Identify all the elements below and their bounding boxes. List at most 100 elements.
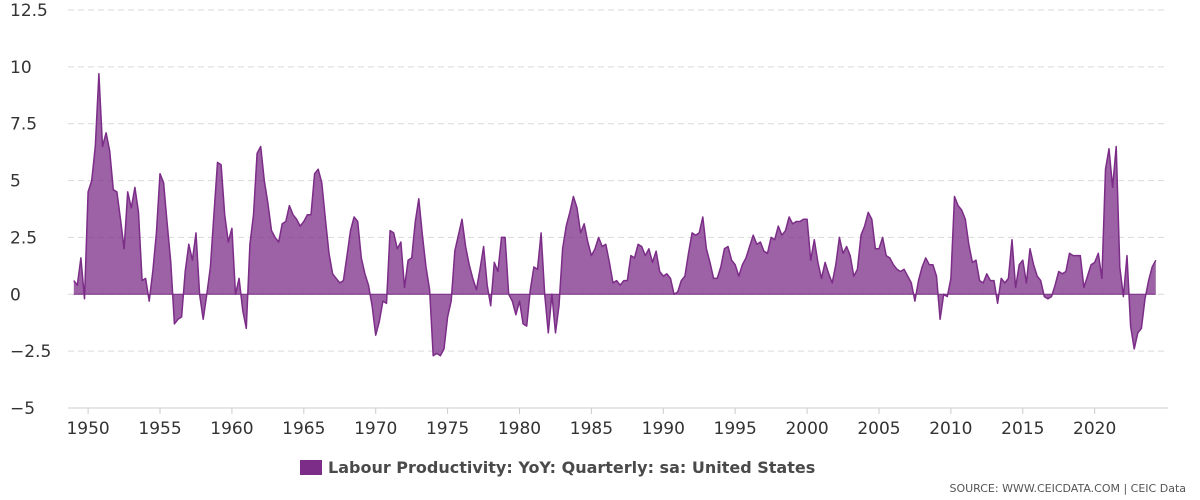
data-point bbox=[860, 235, 861, 236]
data-point bbox=[296, 219, 297, 220]
data-point bbox=[864, 226, 865, 227]
legend: Labour Productivity: YoY: Quarterly: sa:… bbox=[300, 458, 815, 477]
data-point bbox=[508, 294, 509, 295]
data-point bbox=[505, 237, 506, 238]
data-point bbox=[339, 282, 340, 283]
data-point bbox=[461, 219, 462, 220]
data-point bbox=[400, 241, 401, 242]
x-tick-label: 1990 bbox=[642, 419, 685, 439]
data-point bbox=[810, 260, 811, 261]
data-point bbox=[986, 273, 987, 274]
data-point bbox=[735, 264, 736, 265]
x-tick-label: 2005 bbox=[857, 419, 900, 439]
data-point bbox=[911, 282, 912, 283]
data-point bbox=[415, 221, 416, 222]
data-point bbox=[947, 296, 948, 297]
data-point bbox=[774, 239, 775, 240]
data-point bbox=[1001, 278, 1002, 279]
data-point bbox=[210, 266, 211, 267]
series-area bbox=[73, 73, 1156, 356]
data-point bbox=[652, 262, 653, 263]
data-point bbox=[620, 285, 621, 286]
data-point bbox=[249, 244, 250, 245]
data-point bbox=[778, 226, 779, 227]
data-point bbox=[386, 303, 387, 304]
data-point bbox=[1130, 326, 1131, 327]
data-point bbox=[185, 271, 186, 272]
data-point bbox=[659, 271, 660, 272]
data-point bbox=[195, 232, 196, 233]
data-point bbox=[656, 251, 657, 252]
data-point bbox=[763, 251, 764, 252]
data-point bbox=[842, 253, 843, 254]
data-point bbox=[623, 280, 624, 281]
data-point bbox=[975, 260, 976, 261]
data-point bbox=[1026, 282, 1027, 283]
data-point bbox=[181, 316, 182, 317]
data-point bbox=[882, 237, 883, 238]
data-point bbox=[458, 235, 459, 236]
data-point bbox=[307, 214, 308, 215]
data-point bbox=[907, 276, 908, 277]
data-point bbox=[346, 255, 347, 256]
data-point bbox=[397, 248, 398, 249]
data-point bbox=[275, 237, 276, 238]
data-point bbox=[1087, 276, 1088, 277]
x-tick-label: 1980 bbox=[498, 419, 541, 439]
data-point bbox=[738, 276, 739, 277]
data-point bbox=[84, 298, 85, 299]
data-point bbox=[853, 276, 854, 277]
data-point bbox=[760, 241, 761, 242]
series-line bbox=[73, 72, 1157, 357]
data-point bbox=[501, 237, 502, 238]
gridlines bbox=[68, 9, 1168, 409]
data-point bbox=[379, 321, 380, 322]
data-point bbox=[1037, 276, 1038, 277]
data-point bbox=[1155, 260, 1156, 261]
data-point bbox=[278, 241, 279, 242]
data-point bbox=[825, 262, 826, 263]
data-point bbox=[958, 205, 959, 206]
data-point bbox=[526, 326, 527, 327]
data-point bbox=[1022, 260, 1023, 261]
data-point bbox=[221, 164, 222, 165]
data-point bbox=[533, 266, 534, 267]
data-point bbox=[292, 214, 293, 215]
data-point bbox=[124, 248, 125, 249]
data-point bbox=[742, 264, 743, 265]
data-point bbox=[372, 305, 373, 306]
data-point bbox=[512, 301, 513, 302]
data-point bbox=[724, 248, 725, 249]
data-point bbox=[343, 280, 344, 281]
data-point bbox=[979, 280, 980, 281]
data-point bbox=[558, 305, 559, 306]
data-point bbox=[562, 248, 563, 249]
data-point bbox=[156, 232, 157, 233]
data-point bbox=[666, 273, 667, 274]
data-point bbox=[591, 255, 592, 256]
data-point bbox=[1148, 280, 1149, 281]
data-point bbox=[940, 319, 941, 320]
data-point bbox=[159, 173, 160, 174]
data-point bbox=[753, 235, 754, 236]
data-point bbox=[889, 257, 890, 258]
x-tick-label: 2000 bbox=[785, 419, 828, 439]
data-point bbox=[749, 246, 750, 247]
data-point bbox=[706, 248, 707, 249]
data-point bbox=[918, 280, 919, 281]
data-point bbox=[497, 271, 498, 272]
data-point bbox=[357, 221, 358, 222]
data-point bbox=[1033, 264, 1034, 265]
data-point bbox=[868, 212, 869, 213]
data-point bbox=[835, 264, 836, 265]
data-point bbox=[120, 219, 121, 220]
y-tick-label: 0 bbox=[10, 285, 21, 305]
data-point bbox=[490, 305, 491, 306]
data-point bbox=[253, 214, 254, 215]
data-point bbox=[429, 289, 430, 290]
data-point bbox=[692, 232, 693, 233]
data-point bbox=[968, 244, 969, 245]
y-tick-label: −5 bbox=[10, 399, 35, 419]
data-point bbox=[131, 207, 132, 208]
data-point bbox=[932, 264, 933, 265]
